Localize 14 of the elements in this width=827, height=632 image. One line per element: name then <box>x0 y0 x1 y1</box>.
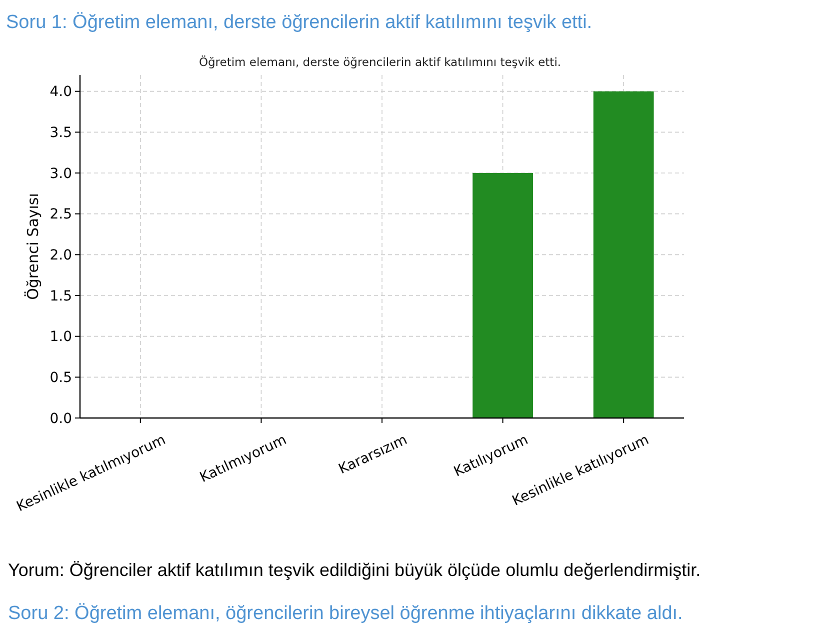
y-axis-title: Öğrenci Sayısı <box>24 193 42 300</box>
y-tick-label: 0.0 <box>50 410 72 427</box>
y-tick-label: 3.5 <box>50 125 72 142</box>
text: Yorum: Öğrenciler aktif katılımın teşvik edildiğini büyük ölçüde olumlu değerlendirmiştir. <box>8 560 701 580</box>
y-tick-label: 1.0 <box>50 329 72 346</box>
chart-title: Öğretim elemanı, derste öğrencilerin aktif katılımını teşvik etti. <box>198 55 562 69</box>
y-tick-label: 1.5 <box>50 288 72 304</box>
text: Soru 2: Öğretim elemanı, öğrencilerin bireysel öğrenme ihtiyaçlarını dikkate aldı. <box>8 603 683 624</box>
text: Soru 1: Öğretim elemanı, derste öğrencilerin aktif katılımını teşvik etti. <box>6 12 592 33</box>
y-tick-label: 0.5 <box>50 370 72 386</box>
y-tick-label: 4.0 <box>50 84 72 100</box>
y-tick-label: 3.0 <box>50 166 72 182</box>
y-tick-label: 2.5 <box>50 206 72 223</box>
y-tick-label: 2.0 <box>50 248 72 264</box>
